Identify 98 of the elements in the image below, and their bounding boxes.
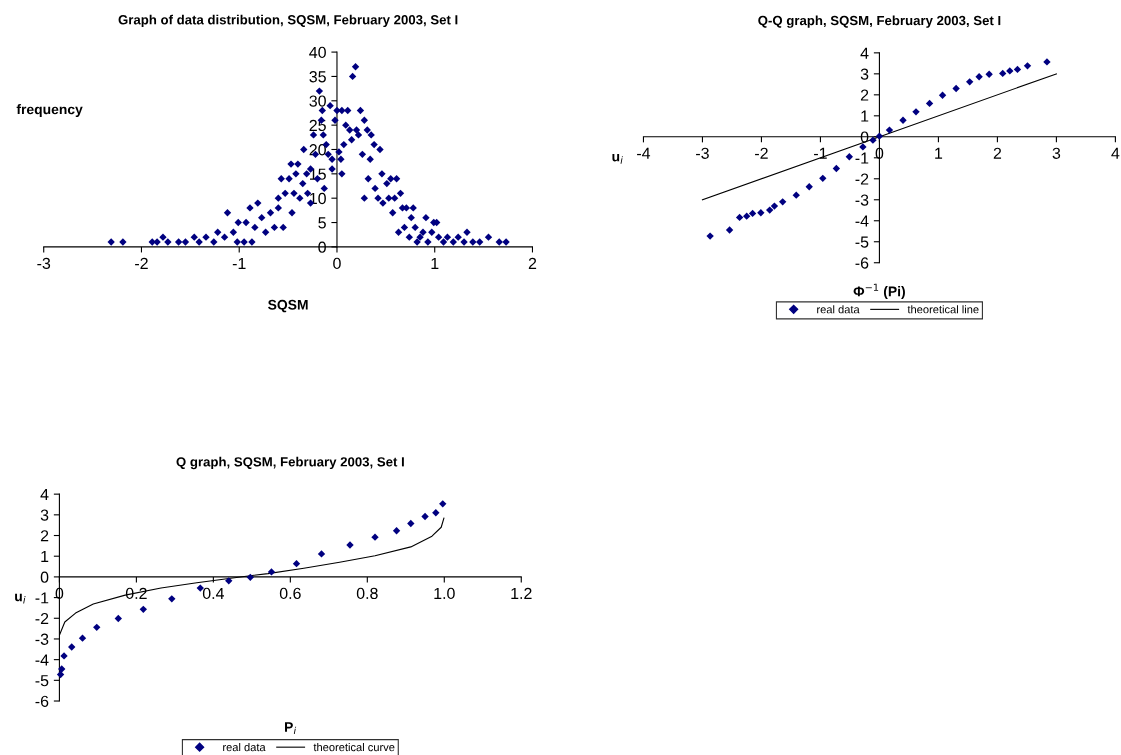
x-tick-label: 1.0 [434,587,455,600]
x-tick-label: -1 [814,147,827,159]
y-tick-label: -5 [35,675,49,687]
point [735,213,744,222]
point [757,209,765,217]
y-tick-label: -3 [855,194,869,206]
point [58,665,66,673]
point [1013,65,1022,74]
point [78,634,87,642]
point [792,191,800,199]
point [392,527,401,535]
point [725,226,734,234]
y-tick-label: 3 [860,68,869,80]
x-tick-label: 0 [333,257,341,270]
legend-label: real data [817,305,860,314]
point [938,91,947,99]
point [1006,67,1014,75]
chart-title: Graph of data distribution, SQSM, February 2003, Set I [118,14,458,28]
y-tick-label: 0 [40,571,49,583]
point [779,198,787,206]
legend-label: theoretical curve [313,743,395,752]
point [439,500,447,508]
x-tick-label: 2 [993,147,1002,159]
y-tick-label: -6 [855,257,869,269]
point [985,70,993,78]
x-tick-label: 0.8 [356,587,378,600]
point [975,73,983,81]
point [952,84,960,93]
y-tick-label: 10 [310,192,326,205]
x-tick-label: 3 [1052,147,1061,159]
y-tick-label: -4 [855,215,869,227]
point [421,512,429,521]
point [845,153,854,161]
y-tick-label: 30 [309,95,326,107]
y-axis-title: u$_{i}$ [15,593,26,604]
x-tick-label: -1 [232,257,246,269]
y-tick-label: 35 [309,71,326,83]
x-tick-label: 0.4 [202,587,224,600]
y-tick-label: -2 [35,612,49,625]
point [885,126,894,134]
point [196,584,204,592]
legend-label: real data [223,743,266,752]
y-tick-label: -2 [855,173,869,185]
x-tick-label: -2 [755,147,768,159]
y-tick-label: 40 [309,46,326,59]
x-tick-label: 1.2 [511,587,532,599]
point [168,595,176,603]
y-tick-label: -5 [855,236,869,248]
point [432,509,440,517]
y-tick-label: 2 [860,89,869,101]
point [819,174,827,183]
point [93,623,101,632]
y-axis-title: u$_{i}$ [612,154,623,164]
x-axis-title: SQSM [268,299,308,313]
point [832,164,841,173]
point [407,519,415,528]
legend-label: theoretical line [907,305,979,314]
y-tick-label: 2 [40,530,49,542]
x-tick-label: 1 [935,147,943,159]
point [770,202,779,210]
y-tick-label: -4 [35,654,49,666]
point [966,78,974,86]
point [114,614,122,623]
chart-title: Q-Q graph, SQSM, February 2003, Set I [758,15,1001,28]
x-tick-label: -4 [637,147,651,159]
x-tick-label: -3 [696,147,709,159]
point [1023,62,1032,70]
point [743,212,751,220]
point [875,132,884,140]
y-axis-title: frequency [16,104,83,118]
y-tick-label: 1 [861,110,869,122]
point [925,99,934,108]
point [766,206,774,214]
point [246,573,254,581]
y-tick-label: 1 [41,551,49,562]
y-tick-label: -3 [35,633,49,645]
x-tick-label: 0.6 [279,587,301,600]
point [225,577,233,585]
x-axis-title: Φ$^{−1}$ (Pi) [853,283,905,300]
point [317,550,326,558]
y-tick-label: -6 [35,695,49,707]
point [805,183,813,191]
x-axis-title: P$_{i}$ [285,722,297,735]
x-tick-label: 1 [431,257,439,269]
x-tick-label: -2 [135,257,148,269]
y-tick-label: 4 [40,488,49,500]
y-tick-label: 3 [40,509,49,521]
point [267,568,276,576]
point [139,605,147,614]
point [292,559,301,568]
chart-title: Q graph, SQSM, February 2003, Set I [176,456,404,470]
x-tick-label: 4 [1111,147,1120,159]
point [748,209,757,218]
x-tick-label: 2 [528,257,537,269]
y-tick-label: 5 [318,217,326,229]
point [999,69,1007,78]
y-tick-label: 4 [860,47,869,59]
point [56,670,65,679]
